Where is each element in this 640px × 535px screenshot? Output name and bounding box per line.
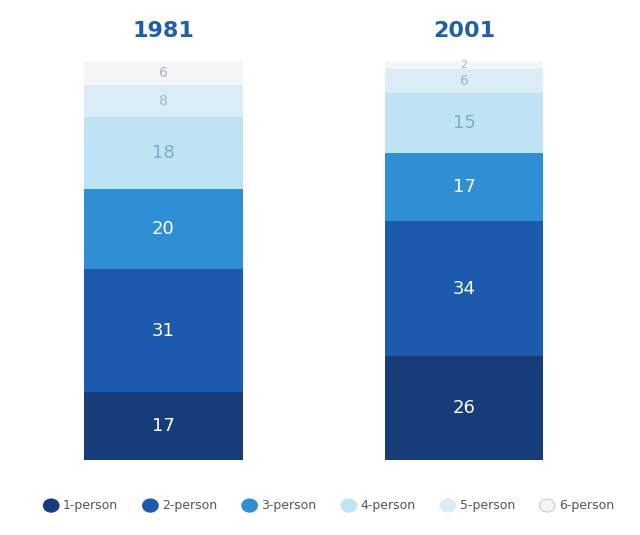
Bar <box>84 392 243 460</box>
Text: 20: 20 <box>152 220 175 238</box>
Bar <box>385 94 543 153</box>
Bar <box>385 70 543 94</box>
Text: 6-person: 6-person <box>559 499 614 512</box>
Text: 18: 18 <box>152 144 175 162</box>
Bar <box>385 221 543 356</box>
Bar <box>84 189 243 269</box>
Text: 6: 6 <box>159 66 168 80</box>
Text: 17: 17 <box>152 417 175 435</box>
Text: 2-person: 2-person <box>162 499 217 512</box>
Text: 1-person: 1-person <box>63 499 118 512</box>
Text: 2: 2 <box>460 60 468 71</box>
Text: 31: 31 <box>152 322 175 340</box>
Bar <box>385 356 543 460</box>
Title: 1981: 1981 <box>132 21 194 41</box>
Bar <box>385 153 543 221</box>
Bar <box>84 117 243 189</box>
Text: 4-person: 4-person <box>360 499 415 512</box>
Text: 6: 6 <box>460 74 468 88</box>
Bar <box>84 62 243 86</box>
Text: 5-person: 5-person <box>460 499 515 512</box>
Bar <box>84 86 243 117</box>
Text: 34: 34 <box>452 280 476 297</box>
Bar <box>84 269 243 392</box>
Text: 3-person: 3-person <box>261 499 316 512</box>
Text: 17: 17 <box>452 178 476 196</box>
Title: 2001: 2001 <box>433 21 495 41</box>
Text: 8: 8 <box>159 94 168 108</box>
Text: 15: 15 <box>452 114 476 132</box>
Bar <box>385 62 543 70</box>
Text: 26: 26 <box>452 399 476 417</box>
